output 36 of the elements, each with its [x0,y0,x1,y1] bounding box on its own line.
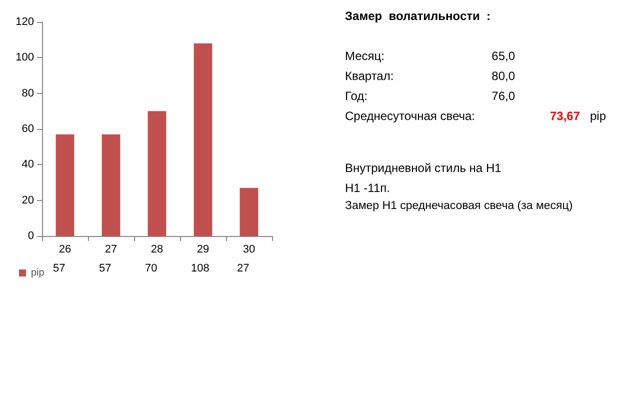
data-label: 57 [99,262,112,274]
bar [194,43,212,236]
x-tick-label: 29 [196,244,210,256]
text: 76,0 [492,89,516,103]
y-tick-label: 20 [22,194,34,206]
data-label: 108 [191,262,210,274]
y-tick-label: 0 [28,230,34,242]
text: Год: [345,89,368,103]
text: Квартал: [345,69,394,83]
text: H1 -11п. [345,181,390,195]
y-tick-label: 60 [22,123,34,135]
bar [56,134,74,236]
text: Замер волатильности : [345,9,491,23]
x-tick-label: 30 [242,244,256,256]
legend-label: pip [31,268,45,278]
y-tick-label: 80 [22,87,34,100]
data-label: 27 [237,262,250,274]
y-tick-label: 120 [16,16,34,28]
text: pip [590,109,606,123]
data-label: 70 [145,262,158,274]
y-tick-label: 40 [22,158,34,171]
y-tick-label: 100 [16,52,34,64]
x-tick-label: 28 [150,244,164,256]
text: Замер H1 среднечасовая свеча (за месяц) [345,200,573,212]
bar [240,188,258,236]
text: Месяц: [345,49,385,63]
text: Внутридневной стиль на H1 [345,161,502,175]
text: 80,0 [492,69,516,83]
bar [102,134,120,236]
text: 65,0 [492,49,516,63]
x-tick-label: 27 [104,244,118,256]
x-tick-label: 26 [58,244,72,256]
bar [148,111,166,236]
data-label: 57 [53,262,66,274]
text: Среднесуточная свеча: [345,109,475,123]
text: 73,67 [550,109,580,123]
